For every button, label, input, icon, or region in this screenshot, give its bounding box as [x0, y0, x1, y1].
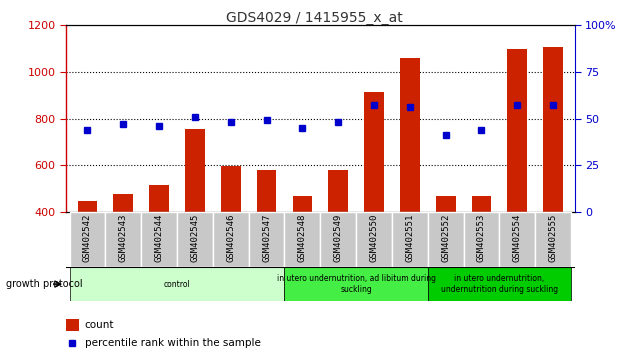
- Bar: [364, 92, 384, 212]
- Text: in utero undernutrition,
undernutrition during suckling: in utero undernutrition, undernutrition …: [441, 274, 558, 294]
- Text: GSM402542: GSM402542: [83, 214, 92, 262]
- Text: GSM402548: GSM402548: [298, 214, 307, 262]
- Bar: [185, 129, 205, 212]
- Bar: [284, 212, 320, 267]
- Text: control: control: [164, 280, 190, 289]
- Bar: [499, 212, 535, 267]
- Bar: [320, 212, 356, 267]
- Text: GSM402545: GSM402545: [190, 214, 200, 262]
- Bar: [284, 267, 428, 301]
- Text: GSM402555: GSM402555: [549, 214, 558, 262]
- Text: in utero undernutrition, ad libitum during
suckling: in utero undernutrition, ad libitum duri…: [276, 274, 436, 294]
- Text: GDS4029 / 1415955_x_at: GDS4029 / 1415955_x_at: [225, 11, 403, 25]
- Bar: [78, 201, 97, 212]
- Text: GSM402544: GSM402544: [154, 214, 163, 262]
- Bar: [177, 212, 213, 267]
- Bar: [328, 170, 348, 212]
- Bar: [257, 170, 276, 212]
- Text: GSM402553: GSM402553: [477, 214, 486, 262]
- Bar: [221, 166, 241, 212]
- Bar: [543, 47, 563, 212]
- Bar: [356, 212, 392, 267]
- Text: GSM402554: GSM402554: [513, 214, 522, 262]
- Bar: [141, 212, 177, 267]
- Bar: [472, 196, 491, 212]
- Bar: [463, 212, 499, 267]
- Bar: [149, 185, 169, 212]
- Bar: [428, 267, 571, 301]
- Bar: [114, 194, 133, 212]
- Text: GSM402543: GSM402543: [119, 214, 127, 262]
- Bar: [249, 212, 284, 267]
- Bar: [400, 58, 420, 212]
- Text: percentile rank within the sample: percentile rank within the sample: [85, 338, 261, 348]
- Text: GSM402546: GSM402546: [226, 214, 236, 262]
- Text: GSM402550: GSM402550: [369, 214, 379, 262]
- Bar: [507, 50, 527, 212]
- Bar: [535, 212, 571, 267]
- Bar: [392, 212, 428, 267]
- Bar: [106, 212, 141, 267]
- Text: GSM402547: GSM402547: [262, 214, 271, 262]
- Bar: [70, 212, 106, 267]
- Text: GSM402549: GSM402549: [333, 214, 343, 262]
- Bar: [66, 319, 78, 331]
- Bar: [213, 212, 249, 267]
- Bar: [293, 196, 312, 212]
- Text: GSM402551: GSM402551: [405, 214, 414, 262]
- Bar: [70, 267, 284, 301]
- Text: GSM402552: GSM402552: [441, 214, 450, 262]
- Bar: [428, 212, 463, 267]
- Text: count: count: [85, 320, 114, 330]
- Bar: [436, 196, 455, 212]
- Text: growth protocol: growth protocol: [6, 279, 83, 289]
